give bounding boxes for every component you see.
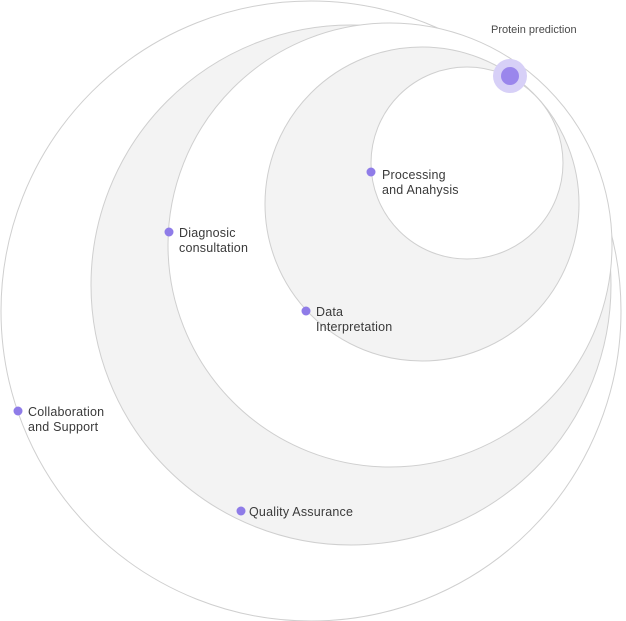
ring-processing [370,66,564,260]
stage-label-line: consultation [179,241,248,255]
origin-node-icon [501,67,519,85]
stage-label: Data Interpretation [316,305,392,334]
stage-dot-icon [164,227,174,237]
stage-label-line: Data [316,305,343,319]
stage-data-interpretation: Data Interpretation [301,305,392,334]
stage-label-line: Diagnosic [179,226,236,240]
stage-label-line: and Support [28,420,99,434]
stage-dot-icon [236,506,246,516]
origin-label: Protein prediction [491,24,577,36]
stage-label-line: Interpretation [316,320,392,334]
stage-processing: Processing and Anahysis [366,167,459,197]
stage-label: Diagnosic consultation [179,226,248,255]
stage-label: Collaboration and Support [28,405,108,434]
stage-dot-icon [301,306,311,316]
stage-label: Quality Assurance [249,505,353,519]
origin-node-group: Protein prediction [491,24,577,93]
stage-dot-icon [13,406,23,416]
stage-collaboration-support: Collaboration and Support [13,405,108,434]
stage-quality-assurance: Quality Assurance [236,505,353,519]
stage-label-line: Collaboration [28,405,104,419]
stage-dot-icon [366,167,376,177]
stage-label-line: Quality Assurance [249,505,353,519]
stage-label-line: and Anahysis [382,183,459,197]
stage-label-line: Processing [382,168,446,182]
stage-diagnosic-consultation: Diagnosic consultation [164,226,248,255]
stage-label: Processing and Anahysis [382,168,459,197]
